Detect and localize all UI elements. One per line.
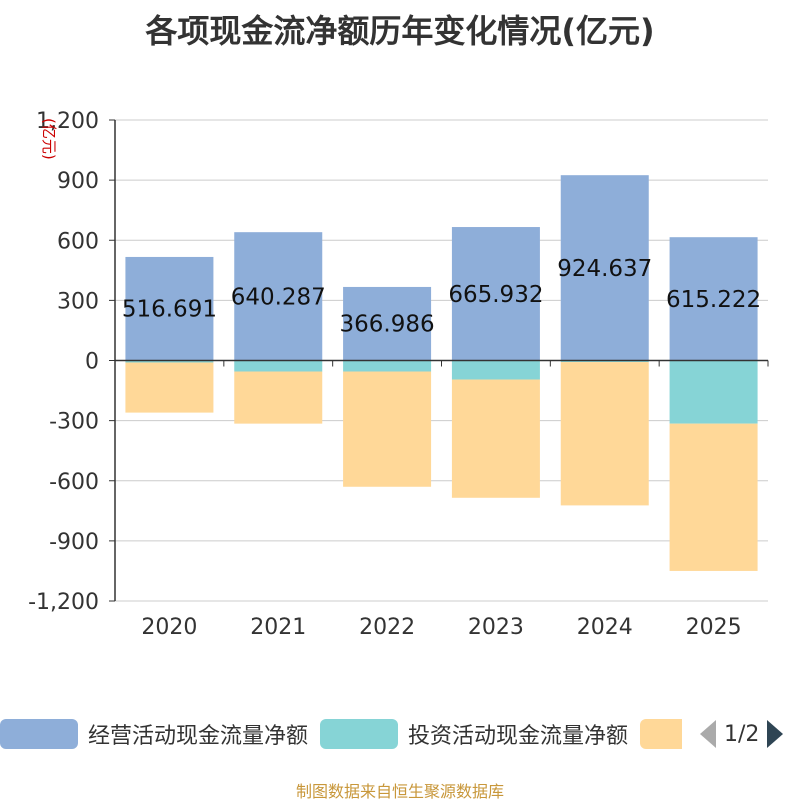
data-label-2025: 615.222 (666, 287, 761, 313)
bar-financing-2023 (451, 379, 540, 498)
bar-financing-2025 (669, 423, 758, 571)
bar-investing-2025 (669, 360, 758, 424)
legend-label-operating: 经营活动现金流量净额 (88, 724, 309, 749)
legend-pager: 1/2 (700, 716, 784, 752)
legend: 经营活动现金流量净额 投资活动现金流量净额 (0, 716, 800, 752)
legend-next-page-icon[interactable] (767, 720, 784, 748)
x-tick-label-2020: 2020 (141, 615, 197, 640)
y-tick-label: 900 (57, 169, 99, 194)
data-source-footer: 制图数据来自恒生聚源数据库 (295, 782, 504, 801)
x-tick-label-2022: 2022 (359, 615, 415, 640)
legend-item-investing[interactable]: 投资活动现金流量净额 (320, 716, 628, 752)
data-label-2022: 366.986 (340, 312, 435, 338)
y-tick-label: 600 (57, 229, 99, 254)
legend-prev-page-icon[interactable] (700, 720, 716, 748)
bar-financing-2022 (343, 371, 432, 487)
y-tick-label: 0 (85, 350, 99, 375)
legend-item-operating[interactable]: 经营活动现金流量净额 (0, 716, 308, 752)
x-tick-label-2024: 2024 (577, 615, 633, 640)
legend-swatch-investing (320, 719, 398, 749)
data-label-2020: 516.691 (122, 297, 217, 323)
data-label-2021: 640.287 (231, 284, 326, 310)
legend-label-investing: 投资活动现金流量净额 (408, 724, 629, 749)
bar-investing-2023 (451, 360, 540, 380)
data-label-2023: 665.932 (448, 282, 543, 308)
bar-operating-2021 (234, 232, 323, 361)
y-tick-label: -300 (49, 410, 99, 435)
x-tick-label-2025: 2025 (686, 615, 742, 640)
y-tick-label: 1,200 (36, 109, 99, 134)
bar-operating-2020 (125, 256, 214, 361)
x-tick-label-2023: 2023 (468, 615, 524, 640)
legend-item-financing[interactable] (640, 716, 682, 752)
y-tick-label: -600 (49, 470, 99, 495)
bar-operating-2022 (343, 286, 432, 361)
bar-operating-2025 (669, 237, 758, 361)
bar-investing-2021 (234, 360, 323, 372)
legend-swatch-financing (640, 719, 682, 749)
bar-investing-2024 (560, 360, 649, 363)
y-tick-label: 300 (57, 289, 99, 314)
legend-page-indicator: 1/2 (724, 721, 760, 747)
bar-financing-2024 (560, 362, 649, 506)
bar-investing-2022 (343, 360, 432, 372)
y-axis-label: (亿元) (40, 118, 58, 160)
bar-financing-2020 (125, 362, 214, 413)
y-tick-label: -900 (49, 530, 99, 555)
data-label-2024: 924.637 (557, 256, 652, 282)
x-tick-label-2021: 2021 (250, 615, 306, 640)
bar-operating-2023 (451, 227, 540, 361)
bar-financing-2021 (234, 371, 323, 424)
y-tick-label: -1,200 (28, 590, 99, 615)
bar-operating-2024 (560, 175, 649, 361)
bar-investing-2020 (125, 360, 214, 363)
legend-swatch-operating (0, 719, 78, 749)
chart-title: 各项现金流净额历年变化情况(亿元) (145, 12, 655, 50)
bar-chart: 1,200 900 600 300 0 -300 -600 -900 -1,200 (亿元) 516… (28, 109, 769, 640)
